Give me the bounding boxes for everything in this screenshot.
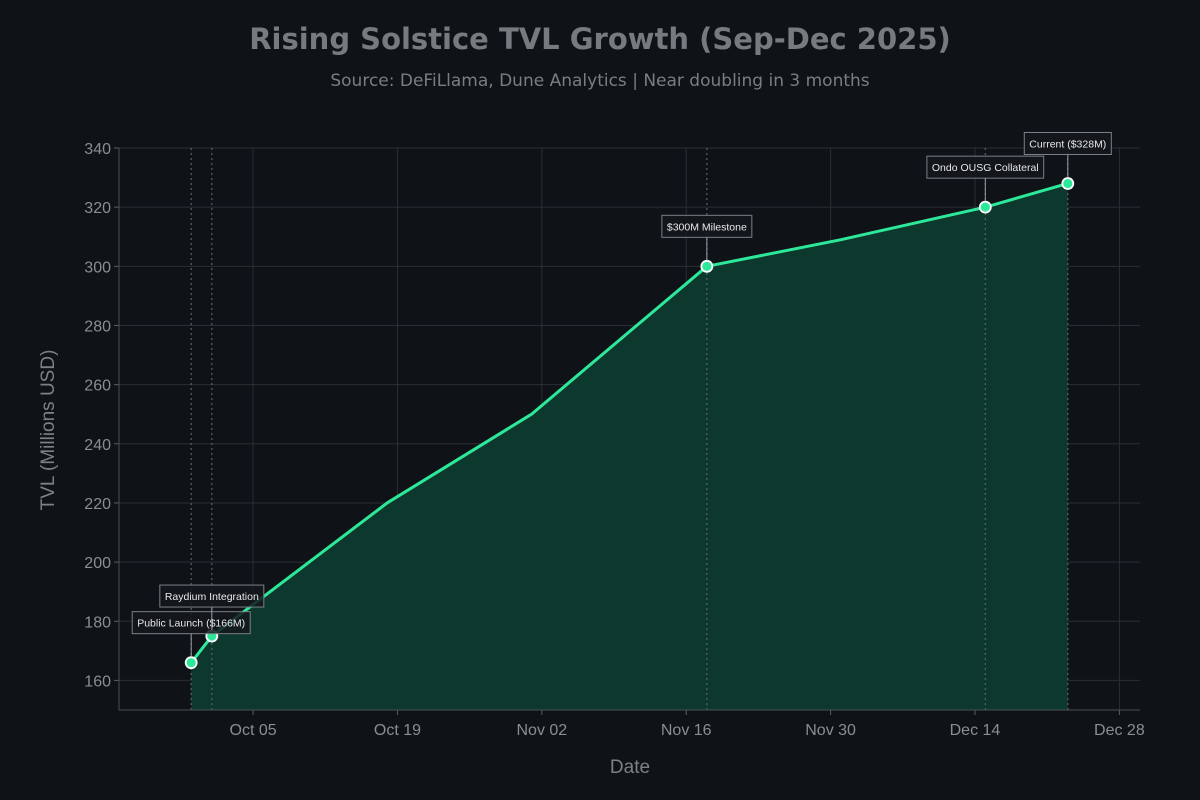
y-tick-label: 340 bbox=[84, 141, 111, 158]
y-tick-label: 220 bbox=[84, 496, 111, 513]
annotation-text: Ondo OUSG Collateral bbox=[932, 162, 1039, 174]
y-tick-label: 320 bbox=[84, 200, 111, 217]
annotation-text: $300M Milestone bbox=[667, 221, 747, 233]
x-axis-label: Date bbox=[610, 757, 650, 778]
x-tick-label: Nov 02 bbox=[516, 722, 567, 739]
annotation-text: Current ($328M) bbox=[1029, 138, 1106, 150]
x-tick-label: Oct 19 bbox=[374, 722, 421, 739]
y-tick-label: 200 bbox=[84, 555, 111, 572]
y-tick-label: 240 bbox=[84, 437, 111, 454]
annotation-layer: Public Launch ($166M) Raydium Integration… bbox=[131, 131, 1112, 657]
axes-layer bbox=[114, 147, 1140, 715]
tick-labels: 160 180 200 220 240 260 280 300 320 340 Oct 05 Oct … bbox=[84, 141, 1145, 739]
annotation-label: Raydium Integration bbox=[159, 584, 265, 631]
annotation-label: Current ($328M) bbox=[1023, 131, 1112, 178]
x-tick-label: Dec 28 bbox=[1094, 722, 1145, 739]
milestone-point bbox=[184, 656, 198, 670]
x-tick-label: Nov 30 bbox=[805, 722, 856, 739]
annotation-box bbox=[661, 214, 753, 238]
y-tick-label: 260 bbox=[84, 378, 111, 395]
annotation-text: Raydium Integration bbox=[165, 591, 259, 603]
chart-title: Rising Solstice TVL Growth (Sep-Dec 2025… bbox=[249, 22, 951, 56]
area-layer bbox=[191, 183, 1068, 710]
annotation-box bbox=[159, 584, 265, 608]
annotation-text: Public Launch ($166M) bbox=[137, 618, 245, 630]
y-tick-label: 280 bbox=[84, 318, 111, 335]
annotation-box bbox=[1023, 131, 1112, 155]
x-tick-label: Oct 05 bbox=[230, 722, 277, 739]
milestone-point bbox=[700, 259, 714, 273]
y-tick-label: 300 bbox=[84, 259, 111, 276]
annotation-label: $300M Milestone bbox=[661, 214, 753, 261]
milestone-point bbox=[1061, 177, 1075, 190]
milestone-point bbox=[978, 200, 992, 214]
tvl-area bbox=[191, 183, 1068, 710]
x-tick-label: Dec 14 bbox=[950, 722, 1001, 739]
x-tick-label: Nov 16 bbox=[661, 722, 712, 739]
annotation-label: Ondo OUSG Collateral bbox=[926, 155, 1045, 202]
milestone-lines bbox=[190, 148, 1069, 710]
annotation-box bbox=[131, 611, 251, 635]
annotation-label: Public Launch ($166M) bbox=[131, 611, 251, 657]
annotation-box bbox=[926, 155, 1045, 179]
y-tick-label: 180 bbox=[84, 614, 111, 631]
y-tick-label: 160 bbox=[84, 673, 111, 690]
y-axis-label: TVL (Millions USD) bbox=[38, 350, 59, 511]
chart-subtitle: Source: DeFiLlama, Dune Analytics | Near… bbox=[330, 71, 870, 91]
